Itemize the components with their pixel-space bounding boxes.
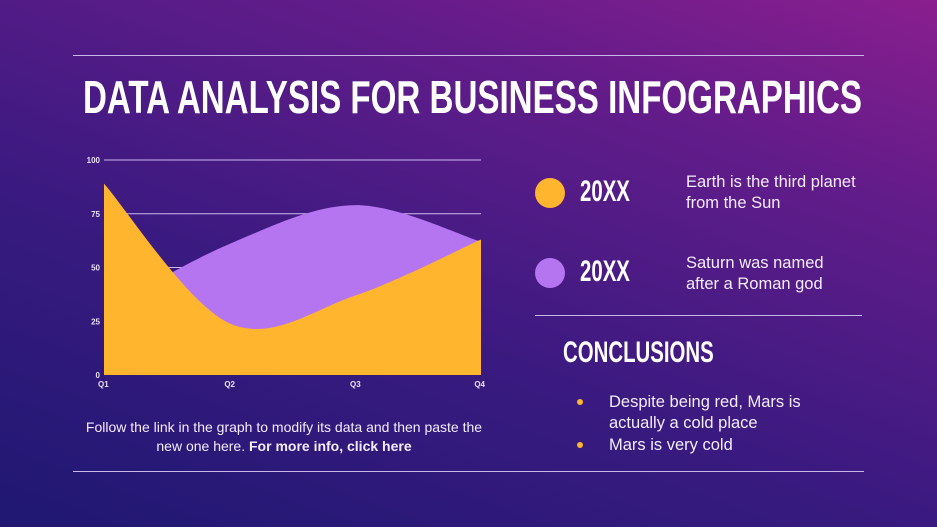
bullet-icon xyxy=(577,399,583,405)
chart-caption: Follow the link in the graph to modify i… xyxy=(84,418,484,456)
y-tick-label: 100 xyxy=(87,156,101,165)
y-tick-label: 0 xyxy=(96,371,101,380)
legend-label-2: 20XX xyxy=(580,255,630,288)
top-divider xyxy=(73,55,864,56)
x-tick-label: Q4 xyxy=(474,380,485,389)
conclusion-item-1: Despite being red, Mars is actually a co… xyxy=(609,393,801,432)
legend-label-1: 20XX xyxy=(580,175,630,208)
bullet-icon xyxy=(577,442,583,448)
more-info-link[interactable]: For more info, click here xyxy=(249,438,412,454)
conclusion-item-2: Mars is very cold xyxy=(609,436,733,454)
legend-dot-purple xyxy=(535,258,565,288)
x-tick-label: Q3 xyxy=(350,380,361,389)
conclusions-heading: CONCLUSIONS xyxy=(563,336,714,369)
mid-divider xyxy=(535,315,862,316)
caption-text: Follow the link in the graph to modify i… xyxy=(85,419,483,454)
legend-description-2: Saturn was named after a Roman god xyxy=(686,254,824,293)
x-tick-label: Q1 xyxy=(98,380,109,389)
bottom-divider xyxy=(73,471,864,472)
y-tick-label: 75 xyxy=(91,210,100,219)
series-area-2[interactable] xyxy=(104,183,481,375)
page-title: DATA ANALYSIS FOR BUSINESS INFOGRAPHICS xyxy=(83,71,863,123)
y-tick-label: 50 xyxy=(91,264,100,273)
area-chart[interactable]: 0 25 50 75 100 Q1 Q2 Q3 Q4 xyxy=(80,150,500,395)
legend-dot-yellow xyxy=(535,178,565,208)
y-tick-label: 25 xyxy=(91,317,100,326)
x-tick-label: Q2 xyxy=(224,380,235,389)
legend-description-1: Earth is the third planet from the Sun xyxy=(686,173,856,212)
